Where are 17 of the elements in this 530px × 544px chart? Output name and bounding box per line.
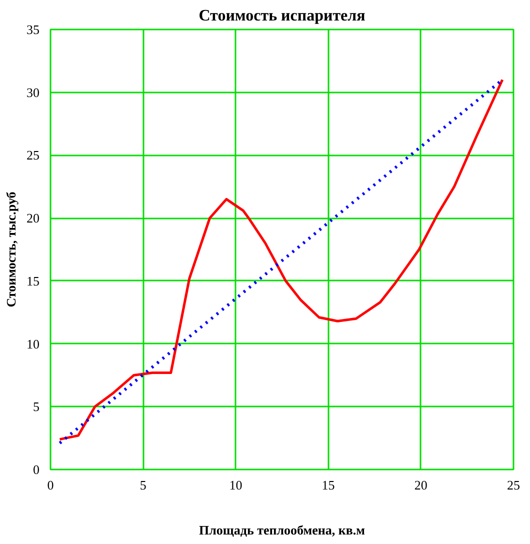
x-tick-label: 5 <box>140 478 146 492</box>
chart-title: Стоимость испарителя <box>198 8 366 24</box>
y-tick-label: 30 <box>26 84 40 100</box>
x-tick-label: 0 <box>47 478 54 492</box>
y-tick-label: 5 <box>33 399 40 414</box>
x-tick-label: 15 <box>322 478 335 492</box>
x-tick-label: 20 <box>414 478 428 492</box>
y-tick-label: 15 <box>26 273 40 288</box>
y-axis-title: Стоимость, тыс.руб <box>4 191 18 308</box>
x-axis-title: Площадь теплообмена, кв.м <box>199 522 366 538</box>
y-tick-label: 20 <box>26 210 40 226</box>
y-tick-label: 35 <box>26 22 40 37</box>
y-tick-label: 0 <box>33 462 40 477</box>
y-tick-label: 25 <box>26 148 40 163</box>
y-tick-label: 10 <box>26 336 40 352</box>
x-tick-label: 10 <box>229 478 242 492</box>
x-tick-label: 25 <box>507 478 520 492</box>
